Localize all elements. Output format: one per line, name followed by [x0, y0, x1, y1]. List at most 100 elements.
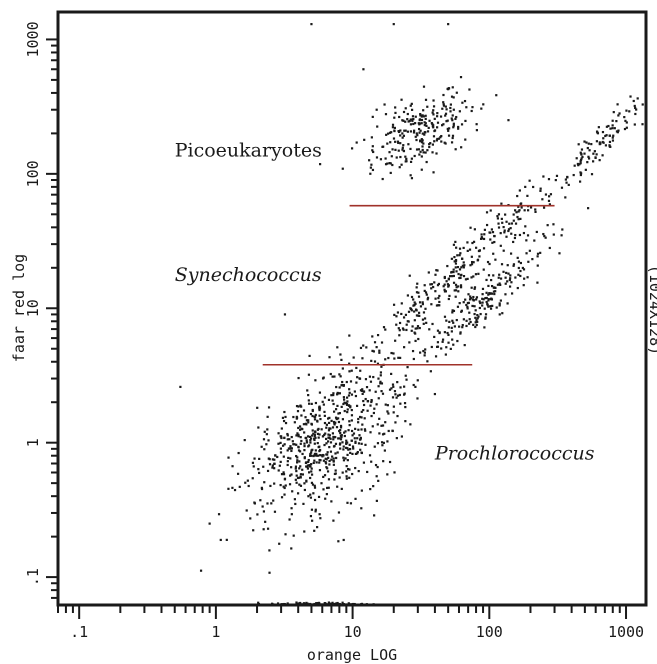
- data-point: [460, 146, 463, 149]
- data-point: [478, 255, 481, 258]
- data-point: [279, 483, 282, 487]
- data-point: [354, 497, 357, 500]
- data-point: [402, 119, 405, 122]
- data-point: [400, 435, 404, 438]
- data-point: [500, 217, 503, 220]
- data-point: [402, 110, 406, 114]
- data-point: [316, 602, 319, 605]
- data-point: [491, 231, 495, 234]
- data-point: [322, 376, 325, 379]
- data-point: [314, 413, 317, 417]
- data-point: [268, 571, 271, 574]
- data-point: [373, 445, 376, 448]
- data-point: [385, 133, 388, 136]
- data-point: [337, 540, 340, 543]
- data-point: [395, 323, 398, 326]
- data-point: [280, 603, 283, 606]
- data-point: [360, 489, 363, 492]
- data-point: [404, 313, 408, 316]
- data-point: [497, 276, 500, 279]
- data-point: [533, 239, 536, 242]
- data-point: [471, 241, 474, 245]
- data-point: [267, 406, 271, 409]
- data-point: [225, 538, 228, 541]
- data-point: [432, 109, 435, 112]
- data-point: [428, 119, 431, 122]
- data-point: [297, 446, 300, 449]
- data-point: [605, 125, 608, 128]
- data-point: [316, 526, 319, 529]
- data-point: [314, 379, 317, 382]
- data-point: [517, 205, 520, 208]
- data-point: [579, 151, 582, 154]
- data-point: [411, 119, 414, 122]
- data-point: [307, 399, 310, 402]
- data-point: [252, 465, 255, 468]
- data-point: [544, 193, 548, 196]
- data-point: [311, 603, 314, 606]
- data-point: [437, 137, 441, 140]
- data-point: [390, 387, 393, 390]
- data-point: [284, 484, 287, 487]
- data-point: [519, 269, 522, 273]
- data-point: [596, 131, 599, 134]
- data-point: [577, 143, 580, 146]
- data-point: [357, 428, 360, 431]
- data-point: [580, 152, 583, 156]
- data-point: [452, 274, 455, 278]
- data-point: [431, 151, 434, 154]
- data-point: [426, 130, 430, 133]
- data-point: [443, 276, 446, 280]
- data-point: [341, 380, 344, 384]
- data-point: [350, 429, 354, 433]
- data-point: [365, 386, 369, 389]
- data-point: [336, 485, 339, 488]
- data-point: [452, 126, 455, 129]
- data-point: [395, 396, 398, 399]
- data-point: [442, 285, 445, 288]
- data-point: [423, 354, 426, 357]
- data-point: [611, 119, 614, 122]
- data-point: [463, 343, 466, 347]
- data-point: [481, 301, 484, 304]
- data-point: [494, 286, 497, 289]
- data-point: [455, 318, 458, 322]
- data-point: [423, 121, 426, 124]
- data-point: [517, 266, 520, 270]
- data-point: [332, 460, 335, 463]
- data-point: [338, 602, 341, 606]
- data-point: [368, 454, 372, 457]
- data-point: [443, 290, 447, 293]
- data-point: [424, 348, 427, 351]
- data-point: [362, 68, 365, 71]
- data-point: [260, 445, 263, 448]
- data-point: [628, 110, 631, 113]
- data-point: [306, 465, 309, 468]
- data-point: [448, 320, 451, 323]
- data-point: [490, 292, 494, 295]
- data-point: [356, 376, 359, 379]
- data-point: [286, 602, 289, 605]
- data-point: [451, 134, 455, 137]
- data-point: [372, 375, 375, 379]
- data-point: [427, 271, 430, 274]
- data-point: [462, 318, 465, 321]
- data-point: [457, 290, 460, 293]
- data-point: [461, 257, 464, 260]
- data-point: [334, 469, 337, 472]
- data-point: [396, 394, 400, 397]
- data-point: [329, 437, 332, 440]
- data-point: [468, 248, 472, 251]
- data-point: [262, 510, 266, 513]
- data-point: [434, 290, 437, 293]
- data-point: [290, 547, 293, 550]
- data-point: [359, 346, 363, 350]
- data-point: [309, 412, 313, 416]
- data-point: [310, 467, 313, 470]
- data-point: [495, 306, 498, 309]
- data-point: [399, 134, 402, 137]
- data-point: [470, 276, 473, 279]
- data-point: [467, 293, 470, 296]
- data-point: [307, 460, 310, 464]
- data-point: [541, 198, 544, 201]
